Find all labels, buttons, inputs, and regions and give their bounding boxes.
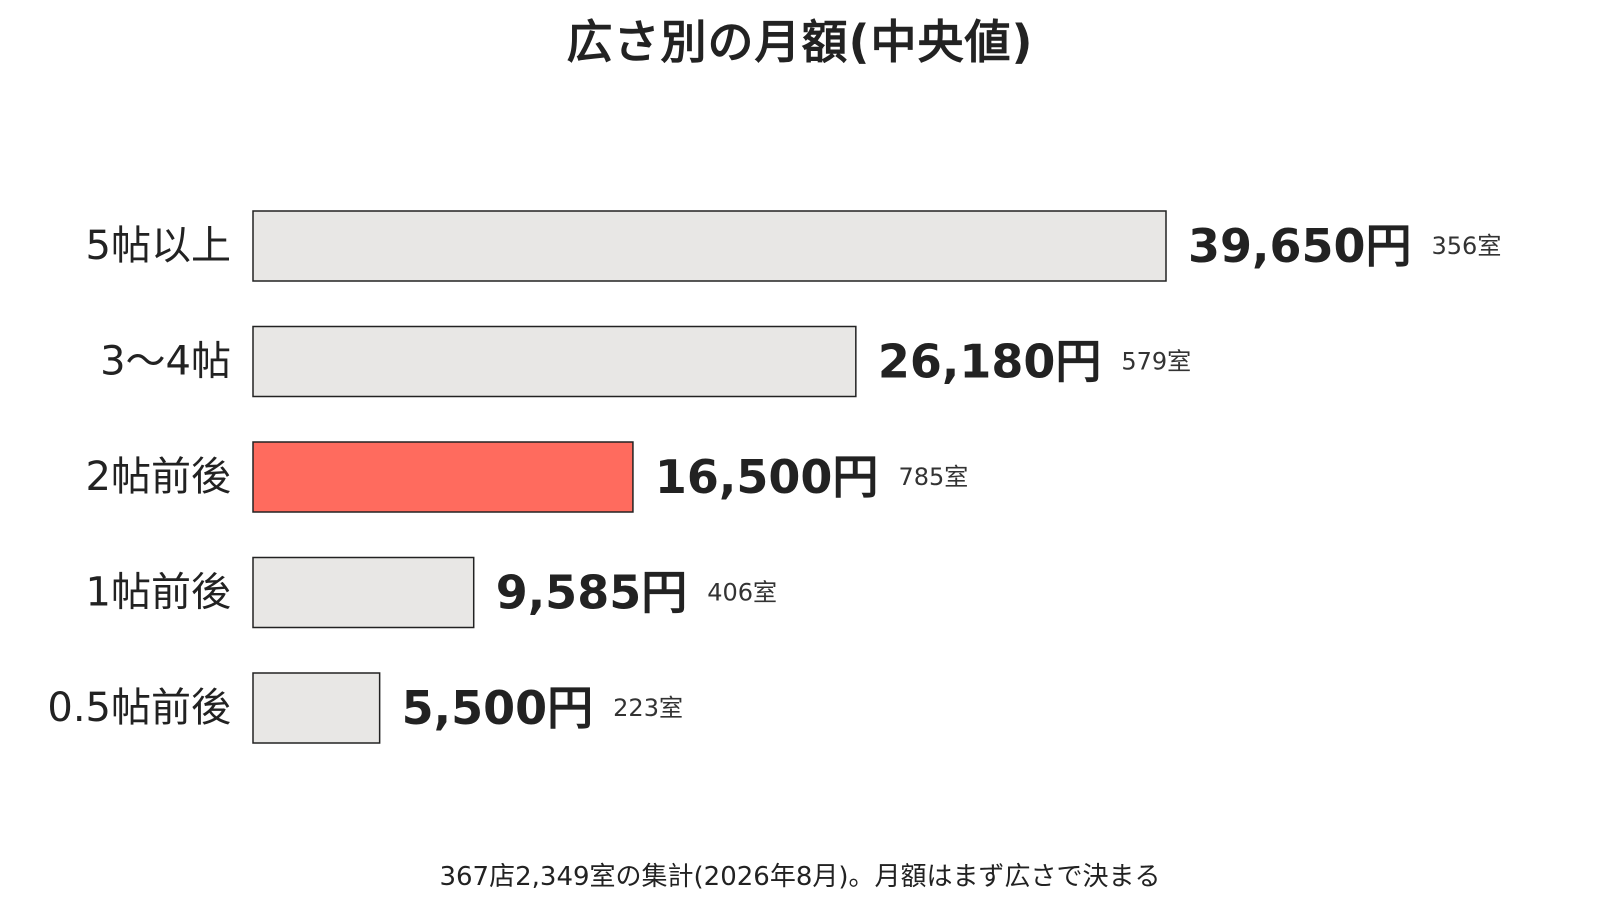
bar xyxy=(252,556,475,629)
value-label: 26,180円 xyxy=(878,335,1102,389)
chart-footnote: 367店2,349室の集計(2026年8月)。月額はまず広さで決まる xyxy=(439,862,1161,892)
category-label: 3〜4帖 xyxy=(100,339,231,385)
value-label: 5,500円 xyxy=(402,681,594,735)
count-label: 223室 xyxy=(613,694,683,722)
count-label: 356室 xyxy=(1432,232,1502,260)
category-label: 2帖前後 xyxy=(86,454,231,500)
value-label: 9,585円 xyxy=(496,566,688,620)
bar xyxy=(252,672,381,744)
bar-row: 1帖前後 9,585円 406室 xyxy=(86,556,777,629)
bar-row: 5帖以上 39,650円 356室 xyxy=(86,210,1502,282)
category-label: 1帖前後 xyxy=(86,570,231,616)
bar-row: 0.5帖前後 5,500円 223室 xyxy=(47,672,683,744)
value-label: 16,500円 xyxy=(655,450,879,504)
bar-highlight xyxy=(252,441,634,513)
category-label: 5帖以上 xyxy=(86,223,231,269)
count-label: 785室 xyxy=(898,463,968,491)
bar xyxy=(252,210,1167,282)
category-label: 0.5帖前後 xyxy=(47,685,231,731)
bar-row: 2帖前後 16,500円 785室 xyxy=(86,441,968,513)
value-label: 39,650円 xyxy=(1188,219,1412,273)
count-label: 579室 xyxy=(1121,348,1191,376)
bar xyxy=(252,325,857,398)
count-label: 406室 xyxy=(707,579,777,607)
chart-title: 広さ別の月額(中央値) xyxy=(566,15,1034,69)
bar-row: 3〜4帖 26,180円 579室 xyxy=(100,325,1191,398)
